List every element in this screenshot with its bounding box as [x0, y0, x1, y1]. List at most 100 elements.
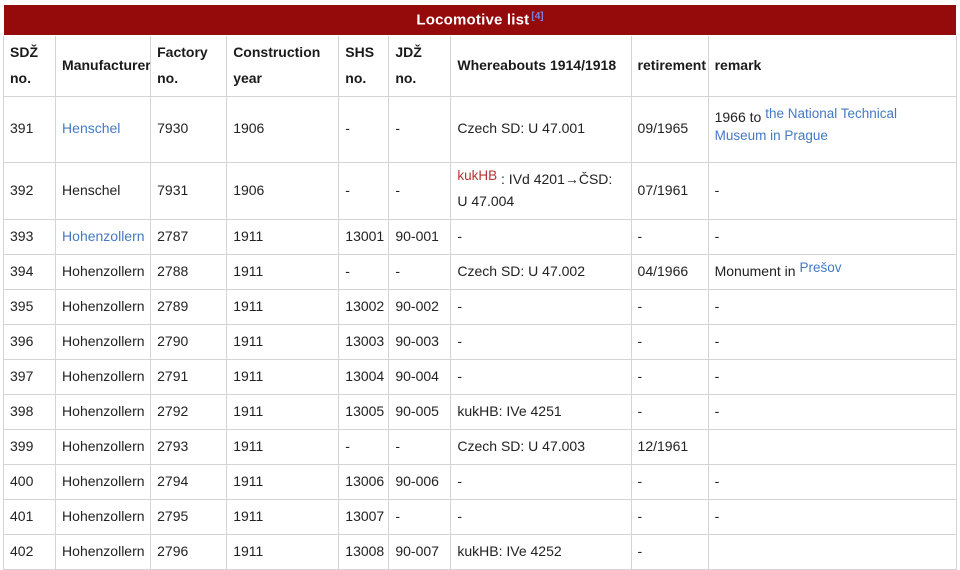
cell-text: 7931 [157, 181, 189, 198]
cell-sdz-no: 391 [2, 95, 57, 163]
cell-text: 13004 [345, 367, 385, 384]
table-row: 394 Hohenzollern 2788 1911 - - Czech SD: U 47.… [2, 253, 958, 290]
cell-text: 90-006 [395, 472, 439, 489]
table-row: 401 Hohenzollern 2795 1911 13007- - - - [2, 498, 958, 535]
cell-text: 09/1965 [637, 120, 689, 137]
cell-text: 1911 [233, 332, 264, 349]
cell-text: Czech SD: U 47.001 [457, 120, 585, 137]
cell-text: 1911 [233, 227, 264, 244]
red-link[interactable]: kukHB [457, 167, 498, 183]
cell-text: - [395, 181, 400, 198]
cell-remark: - [707, 161, 958, 220]
table-row: 399 Hohenzollern 2793 1911 - - Czech SD: U 47.… [2, 428, 958, 465]
wiki-link[interactable]: Prešov [799, 259, 842, 275]
cell-text: 13006 [345, 472, 385, 489]
cell-factory-no: 2792 [150, 393, 228, 430]
cell-construction-year: 1911 [226, 498, 340, 535]
cell-retirement: - [630, 218, 709, 255]
cell-text: 1906 [233, 120, 265, 137]
cell-jdz-no: - [388, 161, 452, 220]
table-row: 395 Hohenzollern 2789 1911 13002 90-002 - - - [2, 288, 958, 325]
wiki-link[interactable]: Henschel [62, 120, 121, 137]
cell-text: - [714, 402, 720, 419]
cell-factory-no: 7931 [150, 161, 228, 220]
cell-text: 90-005 [395, 402, 439, 419]
cell-text: Hohenzollern [62, 332, 145, 349]
cell-shs-no: 13008 [338, 533, 390, 570]
cell-whereabouts: - [450, 218, 632, 255]
column-header-manufacturer: Manufacturer [55, 35, 152, 97]
table-title-cell: Locomotive list [4] [3, 4, 957, 36]
cell-manufacturer: Hohenzollern [55, 358, 152, 395]
cell-text: 2794 [157, 472, 189, 489]
cell-text: 07/1961 [637, 181, 689, 198]
wiki-link[interactable]: the National Technical Museum in Prague [714, 106, 898, 144]
cell-retirement: 04/1966 [630, 253, 709, 290]
cell-remark: 1966 to the National Technical Museum in… [707, 95, 958, 163]
cell-construction-year: 1906 [226, 161, 340, 220]
cell-construction-year: 1911 [226, 323, 340, 360]
cell-text: 90-004 [395, 367, 439, 384]
cell-text: 1911 [233, 472, 264, 489]
cell-text: 1911 [233, 367, 264, 384]
cell-whereabouts: Czech SD: U 47.002 [450, 253, 632, 290]
cell-construction-year: 1911 [226, 288, 340, 325]
cell-text: 1911 [233, 437, 264, 454]
cell-manufacturer: Henschel [55, 161, 152, 220]
wiki-link[interactable]: Hohenzollern [62, 227, 145, 244]
cell-text: Hohenzollern [62, 437, 145, 454]
cell-text: 7930 [157, 120, 189, 137]
cell-manufacturer: Hohenzollern [55, 533, 152, 570]
cell-retirement: - [630, 358, 709, 395]
column-header-whereabouts: Whereabouts 1914/1918 [450, 35, 632, 97]
cell-text: - [714, 507, 720, 524]
cell-manufacturer: Hohenzollern [55, 288, 152, 325]
cell-text: - [714, 472, 720, 489]
cell-text: 399 [10, 437, 34, 454]
cell-remark: - [707, 218, 958, 255]
cell-factory-no: 2793 [150, 428, 228, 465]
reference-link[interactable]: [4] [531, 11, 544, 23]
cell-text: Hohenzollern [62, 262, 145, 279]
cell-construction-year: 1911 [226, 218, 340, 255]
cell-remark [707, 533, 958, 570]
table-row: 391 Henschel 7930 1906 - - Czech SD: U 47.001 0… [2, 95, 958, 163]
cell-shs-no: 13004 [338, 358, 390, 395]
cell-whereabouts: - [450, 323, 632, 360]
cell-whereabouts: kukHB: IVe 4251 [450, 393, 632, 430]
cell-factory-no: 2794 [150, 463, 228, 500]
cell-text: - [457, 297, 463, 314]
cell-text: Hohenzollern [62, 402, 145, 419]
table-row: 393 Hohenzollern 2787 1911 13001 90-001 - - - [2, 218, 958, 255]
cell-text: - [637, 297, 643, 314]
cell-text: - [714, 181, 720, 198]
cell-remark: - [707, 463, 958, 500]
cell-construction-year: 1911 [226, 533, 340, 570]
cell-jdz-no: 90-006 [388, 463, 452, 500]
cell-sdz-no: 392 [2, 161, 57, 220]
cell-manufacturer: Hohenzollern [55, 323, 152, 360]
cell-text: 402 [10, 542, 34, 559]
cell-text: - [345, 120, 350, 137]
cell-manufacturer: Henschel [55, 95, 152, 163]
cell-text: Czech SD: U 47.003 [457, 437, 585, 454]
cell-text: - [395, 507, 400, 524]
cell-shs-no: 13006 [338, 463, 390, 500]
cell-text: 1911 [233, 507, 264, 524]
cell-construction-year: 1911 [226, 358, 340, 395]
cell-manufacturer: Hohenzollern [55, 218, 152, 255]
cell-text: 1911 [233, 542, 264, 559]
cell-text: - [714, 367, 720, 384]
cell-text: 2787 [157, 227, 189, 244]
cell-text: 2792 [157, 402, 189, 419]
cell-whereabouts: - [450, 288, 632, 325]
cell-shs-no: 13001 [338, 218, 390, 255]
cell-whereabouts: - [450, 498, 632, 535]
cell-text: - [457, 227, 463, 244]
cell-whereabouts: - [450, 358, 632, 395]
cell-jdz-no: 90-004 [388, 358, 452, 395]
cell-shs-no: 13002 [338, 288, 390, 325]
cell-text: - [457, 472, 463, 489]
cell-text: kukHB: IVe 4252 [457, 542, 562, 559]
